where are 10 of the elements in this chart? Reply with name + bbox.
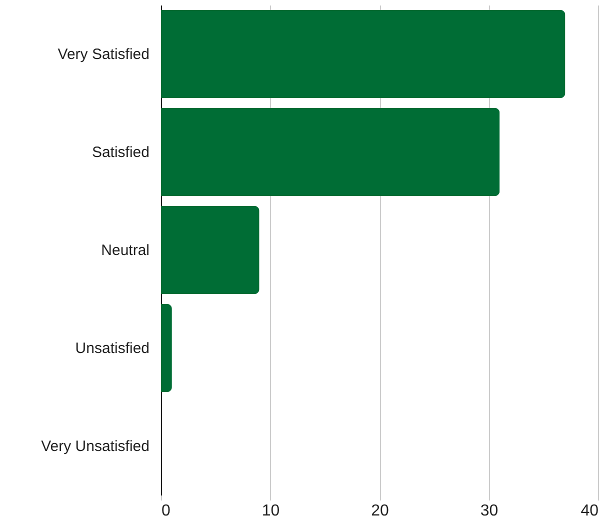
y-tick-label: Very Unsatisfied (41, 438, 150, 455)
x-tick-label: 0 (162, 502, 170, 518)
x-tick-label: 40 (580, 502, 599, 518)
y-tick-label: Very Satisfied (58, 46, 150, 63)
x-tick-label: 20 (371, 502, 389, 518)
y-tick-label: Neutral (101, 242, 150, 259)
x-tick-label: 10 (262, 502, 280, 518)
y-tick-label: Satisfied (92, 144, 150, 161)
x-tick-label: 30 (480, 502, 498, 518)
y-tick-label: Unsatisfied (75, 340, 150, 357)
